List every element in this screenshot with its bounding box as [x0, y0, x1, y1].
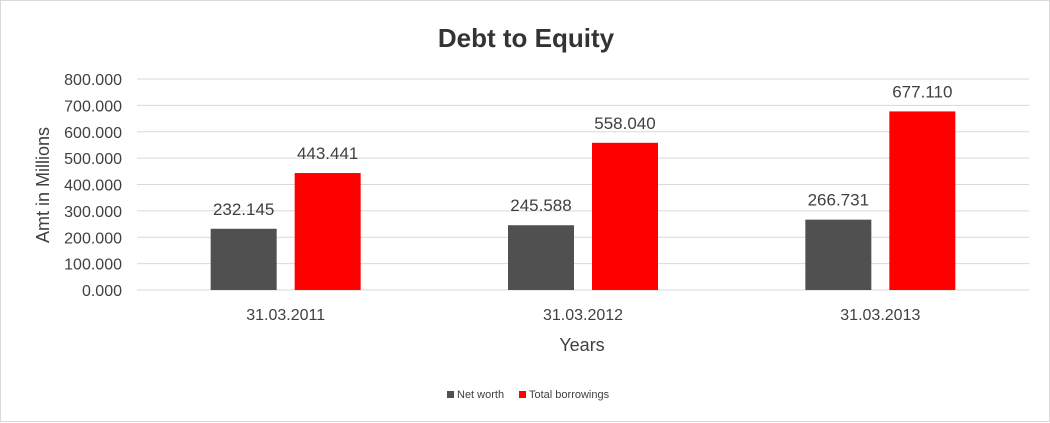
legend-label: Total borrowings	[529, 389, 610, 401]
bar-total-borrowings	[294, 173, 361, 290]
bar-total-borrowings	[592, 142, 658, 290]
y-tick-label: 500.000	[64, 151, 122, 168]
x-axis-ticks: 31.03.2011 31.03.2012 31.03.2013	[246, 307, 920, 324]
x-axis-title: Years	[559, 335, 604, 355]
data-labels: 232.145 443.441 245.588 558.040 266.731 677.1…	[213, 82, 952, 218]
y-tick-label: 800.000	[64, 72, 122, 89]
y-axis-ticks: 0.000 100.000 200.000 300.000 400.000 500.000…	[64, 72, 122, 300]
legend-swatch	[519, 391, 526, 398]
y-tick-label: 300.000	[64, 204, 122, 221]
x-tick-label: 31.03.2011	[246, 307, 325, 324]
data-label: 245.588	[510, 196, 571, 215]
data-label: 677.110	[892, 82, 952, 101]
y-tick-label: 700.000	[64, 98, 122, 115]
chart-title: Debt to Equity	[438, 23, 615, 53]
y-tick-label: 100.000	[64, 257, 122, 274]
y-tick-label: 400.000	[64, 178, 122, 195]
y-tick-label: 0.000	[82, 283, 122, 300]
y-axis-title: Amt in Millions	[33, 127, 53, 243]
bar-total-borrowings	[889, 111, 956, 291]
gridlines	[137, 78, 1029, 291]
legend-label: Net worth	[457, 389, 504, 401]
y-tick-label: 200.000	[64, 230, 122, 247]
bar-net-worth	[805, 219, 872, 290]
bars	[210, 111, 956, 291]
data-label: 558.040	[594, 114, 655, 133]
bar-net-worth	[210, 228, 277, 290]
legend: Net worth Total borrowings	[447, 389, 610, 401]
x-tick-label: 31.03.2013	[840, 307, 920, 324]
data-label: 443.441	[297, 144, 358, 163]
data-label: 232.145	[213, 200, 274, 219]
bar-net-worth	[508, 225, 574, 290]
data-label: 266.731	[808, 191, 869, 210]
x-tick-label: 31.03.2012	[543, 307, 623, 324]
legend-swatch	[447, 391, 454, 398]
y-tick-label: 600.000	[64, 125, 122, 142]
